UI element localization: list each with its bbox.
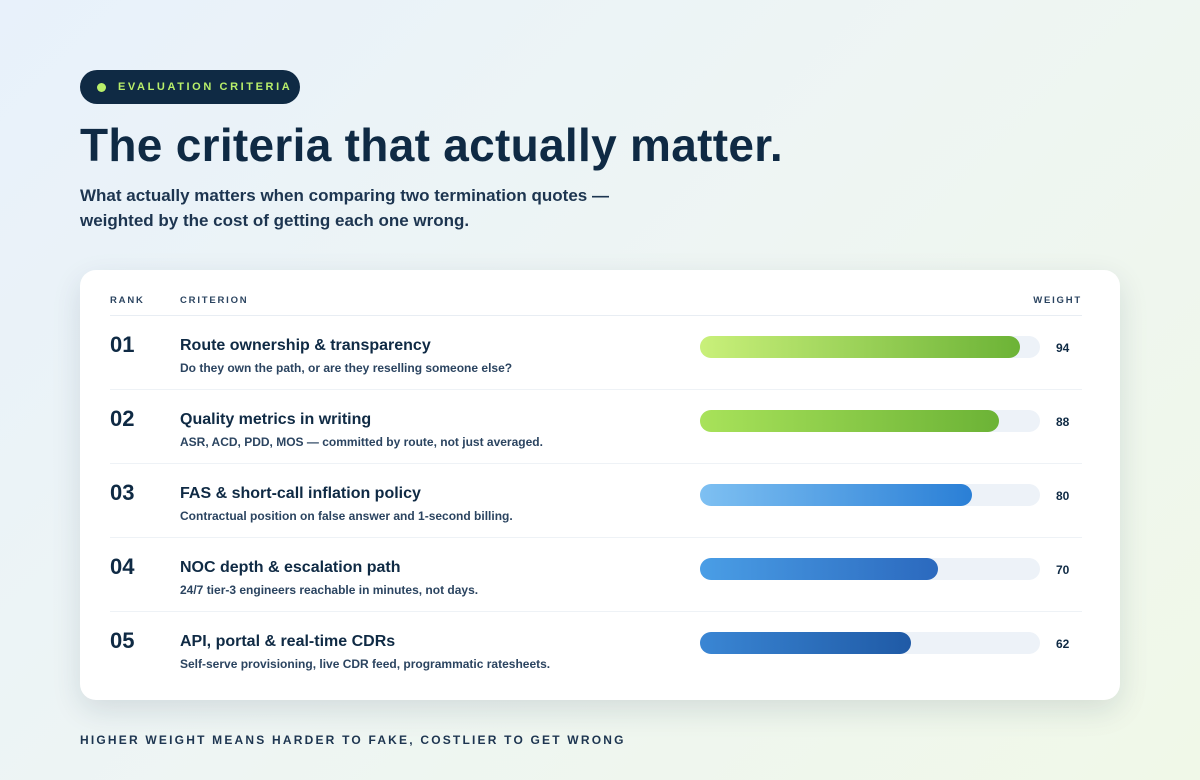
row-divider [110, 389, 1082, 390]
criterion-row: 02 Quality metrics in writing ASR, ACD, … [110, 390, 1082, 464]
criterion-title: NOC depth & escalation path [180, 559, 401, 576]
weight-bar-track [700, 558, 1040, 580]
weight-bar-fill [700, 410, 1000, 432]
badge-dot-icon [97, 82, 106, 92]
criterion-row: 01 Route ownership & transparency Do the… [110, 316, 1082, 390]
weight-bar-track [700, 632, 1040, 654]
rank-number: 05 [110, 628, 135, 653]
criteria-card: RANK CRITERION WEIGHT 01 Route ownership… [80, 270, 1120, 700]
weight-bar-fill [700, 336, 1020, 358]
criterion-description: 24/7 tier-3 engineers reachable in minut… [180, 583, 479, 597]
weight-bar-track [700, 410, 1040, 432]
weight-value: 94 [1056, 341, 1070, 355]
rank-number: 02 [110, 406, 135, 431]
weight-bar-fill [700, 632, 911, 654]
criterion-row: 04 NOC depth & escalation path 24/7 tier… [110, 538, 1082, 612]
weight-bar-fill [700, 558, 938, 580]
criterion-column-header: CRITERION [180, 295, 249, 306]
weight-column-header: WEIGHT [1033, 295, 1082, 306]
weight-value: 70 [1056, 563, 1070, 577]
criterion-description: Do they own the path, or are they resell… [180, 361, 513, 375]
criterion-title: API, portal & real-time CDRs [180, 633, 396, 650]
criterion-description: Contractual position on false answer and… [180, 509, 513, 523]
weight-value: 62 [1056, 637, 1070, 651]
criterion-title: Quality metrics in writing [180, 411, 372, 428]
weight-bar-track [700, 336, 1040, 358]
criterion-title: Route ownership & transparency [180, 337, 431, 354]
weight-value: 80 [1056, 489, 1070, 503]
header-divider [110, 315, 1082, 316]
page-subtitle: What actually matters when comparing two… [80, 186, 609, 230]
row-divider [110, 611, 1082, 612]
row-divider [110, 463, 1082, 464]
page-title: The criteria that actually matter. [80, 119, 784, 171]
weight-bar-fill [700, 484, 972, 506]
rank-column-header: RANK [110, 295, 145, 306]
criterion-row: 03 FAS & short-call inflation policy Con… [110, 464, 1082, 538]
weight-value: 88 [1056, 415, 1070, 429]
footer-note: HIGHER WEIGHT MEANS HARDER TO FAKE, COST… [80, 733, 626, 747]
section-badge: EVALUATION CRITERIA [80, 70, 300, 104]
row-divider [110, 537, 1082, 538]
rank-number: 01 [110, 332, 135, 357]
criterion-title: FAS & short-call inflation policy [180, 485, 421, 502]
weight-bar-track [700, 484, 1040, 506]
criterion-description: ASR, ACD, PDD, MOS — committed by route,… [180, 435, 543, 449]
rank-number: 03 [110, 480, 135, 505]
criterion-description: Self-serve provisioning, live CDR feed, … [180, 657, 551, 671]
criterion-row: 05 API, portal & real-time CDRs Self-ser… [110, 612, 1082, 686]
rank-number: 04 [110, 554, 135, 579]
badge-label: EVALUATION CRITERIA [118, 81, 293, 93]
